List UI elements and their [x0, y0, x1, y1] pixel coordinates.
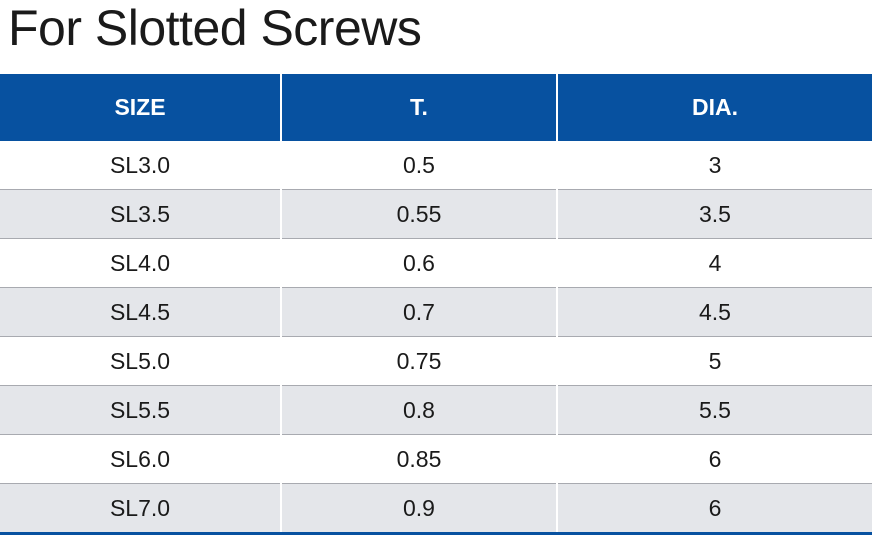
- screw-size-table: SIZE T. DIA. SL3.0 0.5 3 SL3.5 0.55 3.5 …: [0, 74, 872, 535]
- cell-diameter: 4: [556, 238, 872, 288]
- cell-size: SL3.0: [109, 151, 171, 178]
- cell-diameter: 6: [556, 434, 872, 484]
- cell-size: SL5.0: [0, 336, 281, 386]
- cell-thickness: 0.9: [280, 483, 557, 535]
- cell-thickness: 0.7: [280, 287, 557, 337]
- cell-thickness: 0.8: [280, 385, 557, 435]
- cell-diameter: 5: [556, 336, 872, 386]
- cell-thickness: 0.6: [280, 238, 557, 288]
- cell-thickness: 0.55: [280, 189, 557, 239]
- table-row: SL4.0 0.6 4: [0, 238, 872, 288]
- cell-diameter: 5.5: [556, 385, 872, 435]
- table-row: SL5.0 0.75 5: [0, 336, 872, 386]
- cell-size: SL7.0: [0, 483, 281, 535]
- table-header-row: SIZE T. DIA.: [0, 74, 872, 141]
- cell-diameter: 3: [556, 141, 872, 190]
- table-row: SL7.0 0.9 6: [0, 483, 872, 535]
- cell-diameter: 4.5: [556, 287, 872, 337]
- cell-size: SL3.5: [0, 189, 281, 239]
- table-row: SL5.5 0.8 5.5: [0, 385, 872, 435]
- cell-thickness: 0.5: [280, 141, 557, 190]
- cell-thickness: 0.75: [280, 336, 557, 386]
- table-row: SL3.0 0.5 3: [0, 141, 872, 190]
- cell-thickness: 0.85: [280, 434, 557, 484]
- cell-size: SL4.0: [0, 238, 281, 288]
- table-row: SL4.5 0.7 4.5: [0, 287, 872, 337]
- page-title: For Slotted Screws: [8, 0, 422, 56]
- cell-size: SL4.5: [0, 287, 281, 337]
- column-header-size: SIZE: [0, 74, 281, 141]
- cell-diameter: 6: [556, 483, 872, 535]
- column-header-diameter: DIA.: [556, 74, 872, 141]
- table-row: SL6.0 0.85 6: [0, 434, 872, 484]
- column-header-thickness: T.: [280, 74, 557, 141]
- cell-diameter: 3.5: [556, 189, 872, 239]
- cell-size: SL5.5: [0, 385, 281, 435]
- table-row: SL3.5 0.55 3.5: [0, 189, 872, 239]
- cell-size: SL6.0: [0, 434, 281, 484]
